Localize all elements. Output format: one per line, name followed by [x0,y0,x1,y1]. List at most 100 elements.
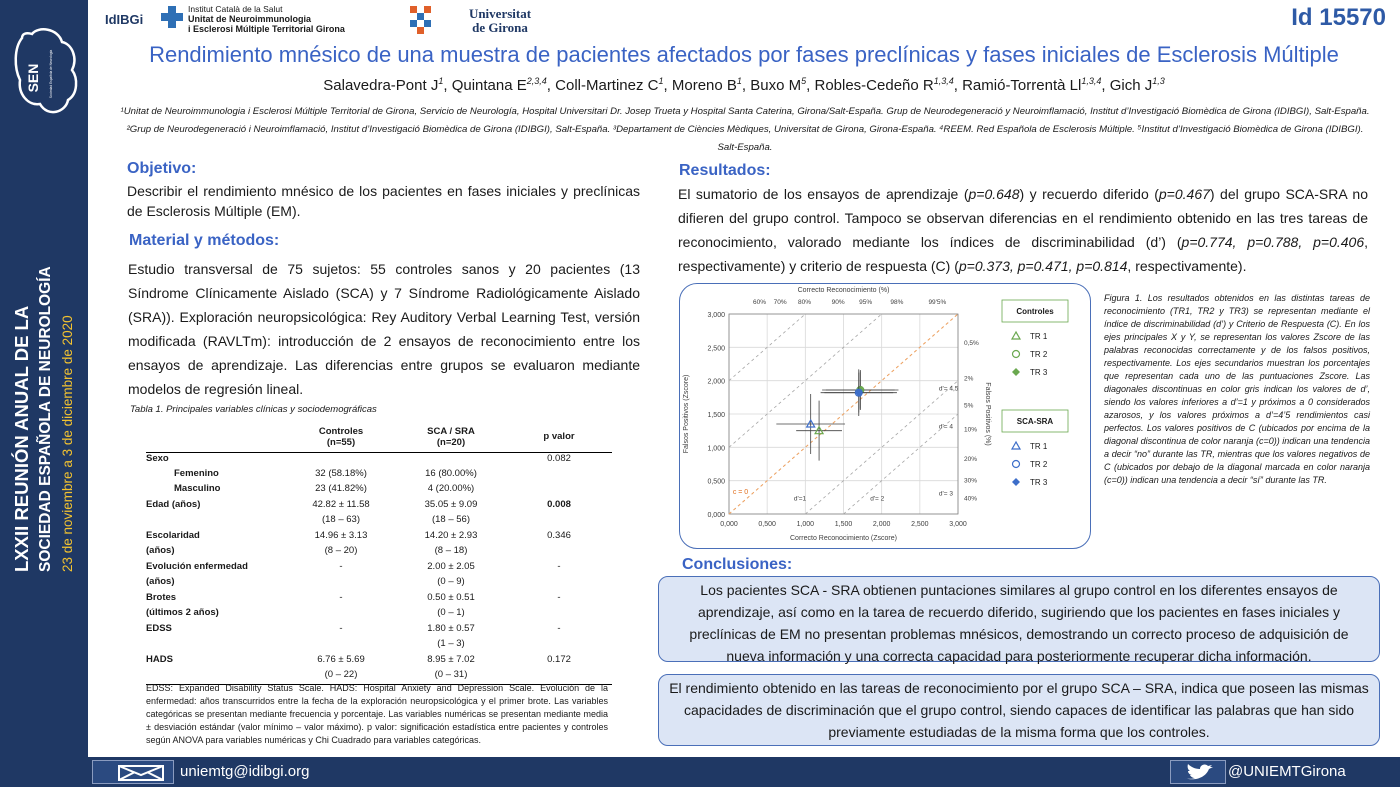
table-row: Femenino 32 (58.18%) 16 (80.00%) [146,468,612,484]
top-tick-label: 99'5% [928,299,946,306]
idibgi-logo: IdIBGi [105,12,143,27]
table-cell-variable: Escolaridad [146,529,200,541]
table-cell-controles: - [339,560,343,572]
ics-logo-line-2: Unitat de Neuroimmunologia [188,14,312,24]
table-cell-p-valor [506,514,612,530]
poster-title: Rendimiento mnésico de una muestra de pa… [149,42,1339,67]
author-affiliation-number: 5 [801,76,807,86]
recognition-chart: 0,000 0,500 1,000 1,500 2,000 2,500 3,000 0,000… [683,287,1069,542]
right-axis-title: Falsos Positivos (%) [984,382,991,445]
author-affiliation-number: 1 [438,76,444,86]
table-cell-p-valor: 0.082 [547,452,571,464]
result-text: El sumatorio de los ensayos de aprendiza… [678,186,969,202]
table-cell-controles: (18 – 63) [321,514,361,525]
table-header-sca-sra: SCA / SRA (n=20) [427,425,475,448]
table-row: Edad (años) 42.82 ± 11.58 35.05 ± 9.09 0.00… [146,499,612,515]
congress-dates: 23 de noviembre a 3 de diciembre de 2020 [60,315,75,572]
table-cell-controles: (0 – 22) [324,669,358,680]
right-tick-label: 0,5% [964,340,979,347]
dprime-diagonal [843,413,959,515]
email-link[interactable]: uniemtg@idibgi.org [180,763,310,780]
legend-marker [1011,459,1021,469]
table-cell-p-valor: 0.346 [547,529,571,541]
table-cell-sca-sra: 1.80 ± 0.57 [427,622,475,634]
result-text: ) del grupo SCA-SRA no difieren del grup… [678,186,1368,250]
dprime-label: d'= 4 [939,424,953,431]
table-cell-p-valor: 0.172 [547,653,571,665]
top-tick-label: 98% [890,299,903,306]
email-icon-box [92,760,174,784]
table-body: Sexo 0.082 Femenino 32 (58.18%) 16 (80.00%) M… [146,452,612,685]
footer-bar: uniemtg@idibgi.org @UNIEMTGirona [88,757,1400,787]
table-cell-sca-sra [396,452,506,468]
table-cell-p-valor: - [557,622,561,634]
table-header-blank [146,422,286,452]
author-name: Gich J [1109,77,1153,94]
author-affiliation-number: 1 [736,76,742,86]
table-cell-p-valor [506,638,612,654]
table-cell-p-valor [506,468,612,484]
twitter-icon-box [1170,760,1226,784]
y-axis-title: Falsos Positivos (Zscore) [683,375,690,454]
dprime-diagonal [728,313,882,448]
resultados-text: El sumatorio de los ensayos de aprendiza… [678,182,1368,278]
legend-marker [1011,349,1021,359]
author-name: Coll-Martinez C [555,77,659,94]
udg-logo-line-1: Universitat [469,6,532,21]
author-name: Robles-Cedeño R [814,77,934,94]
table-cell-sca-sra: 16 (80.00%) [425,467,477,479]
x-tick-label: 1,000 [797,521,815,528]
table-cell-controles: - [339,591,343,603]
author-list: Salavedra-Pont J1, Quintana E2,3,4, Coll… [323,76,1165,94]
table-cell-p-valor [506,545,612,561]
bird-icon [1185,764,1213,780]
table-header-controles: Controles (n=55) [318,425,364,448]
table-cell-sca-sra: (8 – 18) [434,545,468,556]
top-tick-label: 90% [832,299,845,306]
conclusion-box-1: Los pacientes SCA - SRA obtienen puntaci… [658,576,1380,664]
x-tick-label: 2,500 [911,521,929,528]
right-tick-label: 10% [964,427,977,434]
legend-title: Controles [1016,307,1054,316]
right-tick-label: 30% [964,477,977,484]
top-tick-label: 70% [774,299,787,306]
table-cell-sca-sra: 2.00 ± 2.05 [427,560,475,572]
table-row: (años) (8 – 20) (8 – 18) [146,545,612,561]
table-cell-sca-sra: (1 – 3) [437,638,465,649]
table-header-p-valor: p valor [543,431,575,443]
legend-marker [1012,478,1020,486]
affiliations: ¹Unitat de Neuroimmunologia i Esclerosi … [120,106,1370,153]
table-cell-sca-sra: (0 – 31) [434,669,468,680]
y-tick-label: 1,500 [707,412,725,419]
data-point [805,418,816,428]
dprime-label: d'= 2 [870,496,884,503]
sen-brain-logo: SEN Sociedad Española de Neurología [14,28,78,114]
legend-title-box [1001,409,1069,433]
table-row: (0 – 22) (0 – 31) [146,669,612,685]
legend-label: TR 2 [1030,350,1048,359]
c0-label: c = 0 [733,489,748,496]
table-cell-variable: EDSS [146,622,172,634]
congress-line-1: LXXII REUNIÓN ANUAL DE LA [11,306,32,572]
dprime-label: d'=1 [794,496,807,503]
table-cell-sca-sra: (0 – 9) [437,576,465,587]
material-heading: Material y métodos: [129,232,280,249]
table-row: (1 – 3) [146,638,612,654]
legend-marker [1010,330,1022,340]
x-axis-title: Correcto Reconocimiento (Zscore) [790,535,897,542]
objetivo-text: Describir el rendimiento mnésico de los … [127,183,640,219]
table-note: EDSS: Expanded Disability Status Scale. … [146,683,608,745]
right-tick-label: 20% [964,456,977,463]
table-cell-p-valor: - [557,560,561,572]
author-affiliation-number: 1,3,4 [1081,76,1102,86]
table-cell-variable: HADS [146,653,173,665]
poster-id: Id 15570 [1291,4,1386,31]
table-cell-variable: (años) [146,576,175,587]
table-row: Evolución enfermedad - 2.00 ± 2.05 - [146,561,612,577]
p-value-text: p=0.774, p=0.788, p=0.406 [1181,234,1365,250]
ics-cross-icon [161,6,183,28]
material-text: Estudio transversal de 75 sujetos: 55 co… [128,261,640,397]
twitter-link[interactable]: @UNIEMTGirona [1228,763,1346,780]
conclusion-box-2: El rendimiento obtenido en las tareas de… [658,674,1380,746]
top-tick-label: 60% [753,299,766,306]
